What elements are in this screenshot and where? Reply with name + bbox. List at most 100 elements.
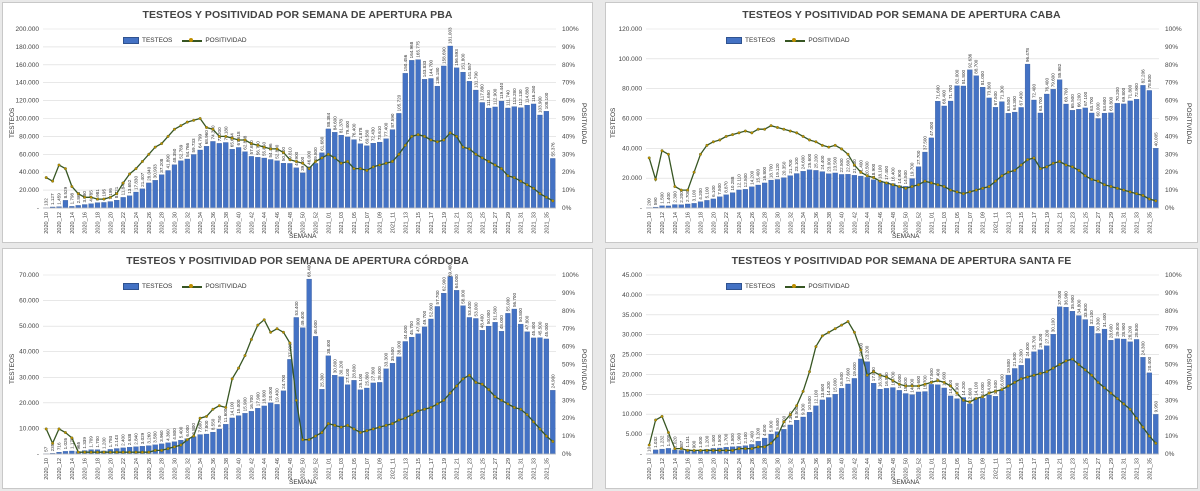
bar xyxy=(1005,113,1011,209)
x-tick-label: 2020_46 xyxy=(878,212,884,234)
positividad-point xyxy=(1064,359,1068,363)
bar xyxy=(203,433,210,455)
x-tick-label: 2020_52 xyxy=(917,458,923,480)
bar-data-label: 2.400 xyxy=(749,431,754,443)
bar xyxy=(832,394,838,455)
chart-legend: TESTEOS POSITIVIDAD xyxy=(123,283,247,290)
bar-data-label: 28.800 xyxy=(1134,323,1139,337)
bar xyxy=(287,163,293,209)
positividad-point xyxy=(878,373,882,377)
positividad-point xyxy=(904,384,908,388)
bar-data-label: 69.700 xyxy=(1064,88,1069,102)
chart-panel-pba: - 20.000 40.000 60.000 80.000 100.000 120.000 1… xyxy=(2,2,593,243)
bar-data-label: 1.709 xyxy=(89,436,94,448)
bar xyxy=(768,179,774,209)
bar xyxy=(896,390,902,455)
positividad-point xyxy=(346,160,350,163)
positividad-point xyxy=(237,366,241,370)
positividad-point xyxy=(83,450,87,454)
bar-data-label: 28.000 xyxy=(377,366,382,380)
positividad-point xyxy=(795,404,799,408)
bar-data-label: 18.100 xyxy=(878,165,883,179)
x-tick-label: 2021_11 xyxy=(390,458,396,479)
bar-data-label: 25.100 xyxy=(358,373,363,387)
bar-data-label: 9.950 xyxy=(1153,400,1158,412)
bar xyxy=(332,132,338,209)
positividad-point xyxy=(692,448,696,452)
positividad-point xyxy=(140,160,144,163)
bar xyxy=(710,198,716,209)
positividad-point xyxy=(788,413,792,417)
positividad-point xyxy=(865,174,869,178)
bar-data-label: 11.845 xyxy=(121,181,126,195)
bar xyxy=(223,142,229,209)
bar-data-label: 25.800 xyxy=(364,372,369,386)
x-tick-label: 2021_27 xyxy=(493,458,499,480)
bar-data-label: 117.880 xyxy=(480,84,485,101)
positividad-point xyxy=(275,327,279,331)
bar xyxy=(377,382,383,455)
bar-data-label: 16.300 xyxy=(878,373,883,387)
x-tick-label: 2021_31 xyxy=(519,458,525,480)
y2-tick-label: 0% xyxy=(562,205,572,212)
bar xyxy=(159,443,165,455)
bar xyxy=(184,158,190,209)
bar-data-label: 119.440 xyxy=(499,82,504,99)
x-tick-label: 2021_19 xyxy=(442,458,448,480)
bar-data-label: 1.200 xyxy=(704,435,709,447)
y-tick-label: 120.000 xyxy=(619,26,643,33)
positividad-point xyxy=(551,440,555,443)
bar-data-label: 92.636 xyxy=(967,53,972,67)
bar-data-label: 1.032 xyxy=(653,436,658,448)
bar-data-label: 158.690 xyxy=(441,47,446,64)
y2-tick-label: 40% xyxy=(562,133,575,140)
bar-data-label: 1.500 xyxy=(660,192,665,204)
bar-data-label: 49.400 xyxy=(300,311,305,325)
bar-data-label: 23.000 xyxy=(826,157,831,171)
bar-data-label: 2.200 xyxy=(679,191,684,203)
x-tick-label: 2020_24 xyxy=(134,212,140,234)
positividad-point xyxy=(500,398,503,402)
x-tick-label: 2020_32 xyxy=(185,458,191,480)
bar xyxy=(248,411,254,455)
bar xyxy=(306,166,312,209)
positividad-point xyxy=(1013,168,1017,172)
bar-data-label: 62.888 xyxy=(242,135,247,149)
bar-data-label: 34.800 xyxy=(1076,299,1081,313)
x-tick-label: 2020_40 xyxy=(840,458,846,480)
y2-tick-label: 40% xyxy=(1165,133,1178,140)
bar xyxy=(704,200,710,209)
positividad-point xyxy=(647,443,651,447)
bar xyxy=(1044,93,1050,209)
bar xyxy=(287,359,293,455)
y2-tick-label: 100% xyxy=(562,26,579,33)
positividad-point xyxy=(166,134,170,138)
positividad-point xyxy=(480,156,484,160)
bar-data-label: 5.600 xyxy=(775,418,780,430)
positividad-point xyxy=(487,160,491,163)
bar-data-label: 20.000 xyxy=(268,386,273,400)
x-tick-label: 2021_15 xyxy=(1019,212,1025,234)
x-tick-label: 2020_22 xyxy=(724,212,730,234)
bar-data-label: 74.370 xyxy=(210,125,215,139)
x-axis-label: SEMANA xyxy=(892,233,920,240)
bar-data-label: 53.000 xyxy=(473,302,478,316)
bar xyxy=(755,184,761,209)
bar xyxy=(69,450,75,455)
bar xyxy=(248,156,254,209)
bar-data-label: 68.400 xyxy=(942,89,947,103)
y-tick-label: 5.000 xyxy=(626,431,643,438)
positividad-point xyxy=(352,427,356,431)
positividad-point xyxy=(1077,168,1081,172)
x-tick-label: 2021_21 xyxy=(455,458,461,480)
bar xyxy=(421,79,428,209)
bar xyxy=(838,388,845,455)
x-tick-label: 2020_38 xyxy=(827,458,833,480)
bar xyxy=(1069,110,1076,209)
positividad-point xyxy=(410,413,414,417)
bar xyxy=(992,396,999,455)
y2-tick-label: 70% xyxy=(562,80,575,87)
positividad-point xyxy=(44,427,48,431)
positividad-point xyxy=(371,427,375,431)
x-tick-label: 2021_19 xyxy=(1045,212,1051,234)
